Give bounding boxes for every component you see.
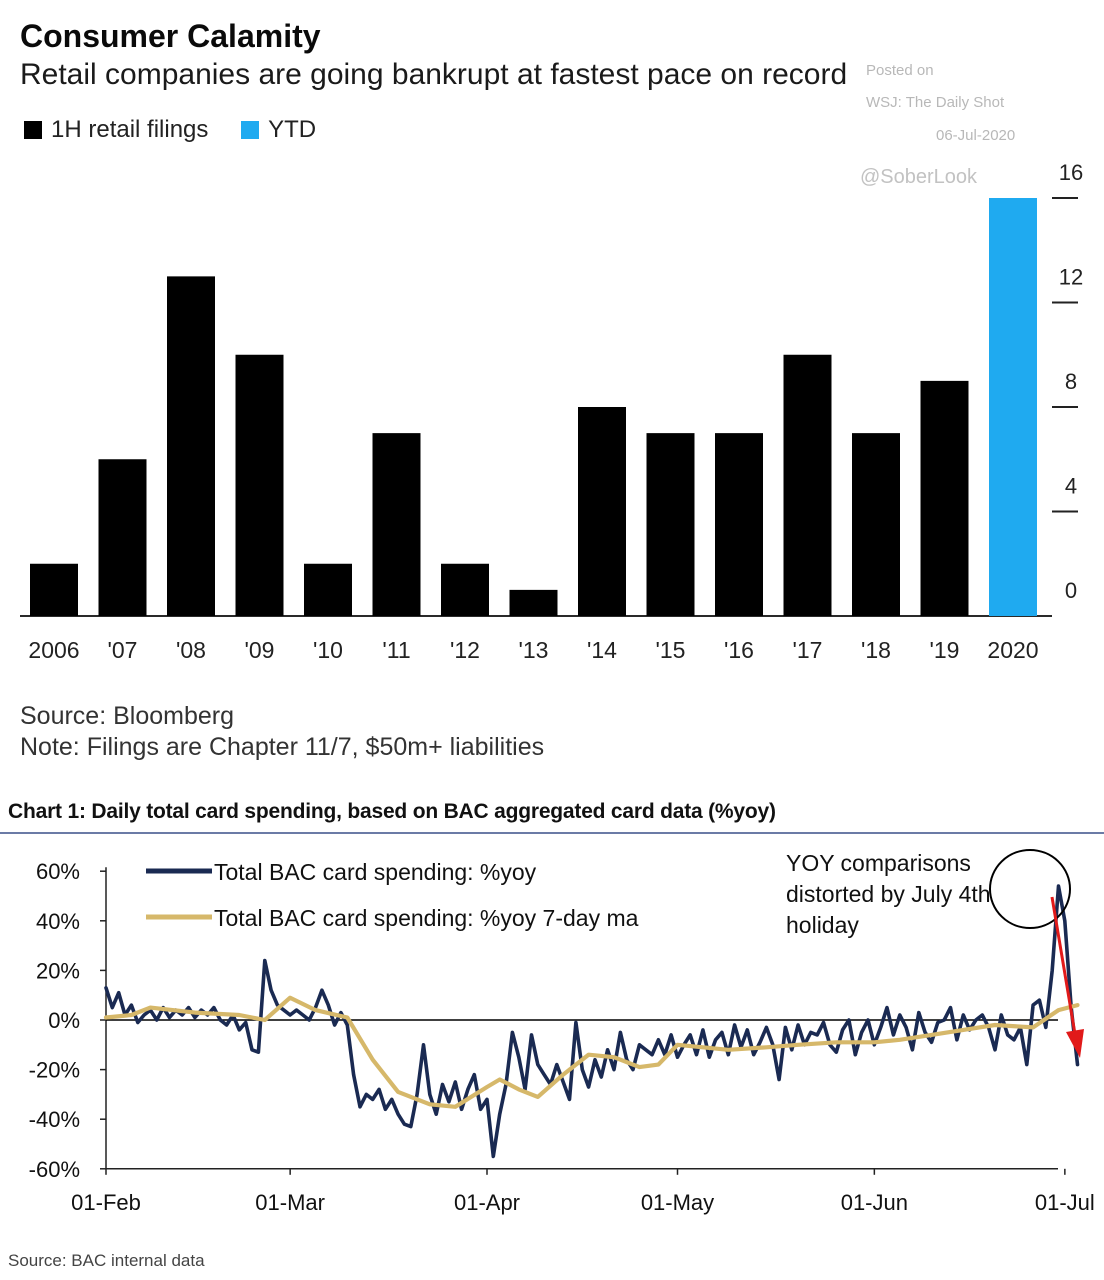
legend-swatch-filings (24, 121, 42, 139)
x-tick-label: '13 (519, 637, 549, 663)
source-note: Source: Bloomberg (20, 702, 235, 730)
legend-item-filings: 1H retail filings (24, 116, 208, 144)
legend-swatch-ytd (241, 121, 260, 139)
bar-filings (852, 433, 900, 616)
annotation-line-1: YOY comparisons (786, 850, 971, 876)
red-arrow-shaft (1050, 896, 1077, 1035)
y-tick-label: 16 (1059, 160, 1083, 185)
filing-note: Note: Filings are Chapter 11/7, $50m+ li… (20, 733, 545, 761)
x-tick-label: '14 (587, 637, 617, 663)
bar-filings (646, 433, 695, 616)
x-tick-label: '17 (793, 637, 823, 663)
legend-label-ytd: YTD (268, 116, 317, 143)
y-tick-label: 40% (36, 909, 80, 934)
y-tick-label: 0 (1065, 578, 1077, 603)
x-tick-label: '16 (724, 637, 754, 663)
legend: 1H retail filings YTD (24, 116, 342, 144)
y-tick-label: 8 (1065, 369, 1077, 394)
watermark-date: 06-Jul-2020 (936, 127, 1016, 144)
x-tick-label: '15 (656, 637, 686, 663)
watermark-wsj: WSJ: The Daily Shot (866, 94, 1005, 111)
x-tick-label: '08 (176, 637, 206, 663)
holiday-annotation: YOY comparisons distorted by July 4th ho… (786, 848, 1006, 941)
title-rule (0, 832, 1104, 834)
bar-filings (783, 354, 832, 616)
y-tick-label: 4 (1065, 474, 1077, 499)
y-tick-label: -60% (29, 1157, 80, 1182)
bottom-panel: Chart 1: Daily total card spending, base… (0, 786, 1104, 1280)
legend-label-ma: Total BAC card spending: %yoy 7-day ma (214, 905, 639, 931)
x-tick-label: '11 (382, 637, 410, 663)
x-tick-label: '07 (108, 637, 138, 663)
bar-filings (578, 407, 626, 616)
card-source-note: Source: BAC internal data (8, 1251, 205, 1270)
legend-item-ytd: YTD (241, 116, 316, 144)
bar-filings (441, 563, 489, 616)
y-tick-label: 60% (36, 859, 80, 884)
x-tick-label: 01-Mar (255, 1190, 325, 1215)
watermark-handle: @SoberLook (860, 166, 978, 188)
chart-subtitle: Retail companies are going bankrupt at f… (20, 58, 848, 91)
x-tick-label: '19 (930, 637, 960, 663)
series-line-ma (103, 995, 1080, 1109)
y-tick-label: 20% (36, 958, 80, 983)
x-tick-label: '18 (861, 637, 891, 663)
x-tick-label: 2020 (987, 637, 1038, 663)
x-tick-label: '10 (313, 637, 343, 663)
bar-filings (30, 563, 78, 616)
series-line-daily (104, 884, 1080, 1159)
legend-label-filings: 1H retail filings (51, 116, 209, 143)
chart-title: Consumer Calamity (20, 18, 321, 54)
x-tick-label: 01-Apr (454, 1190, 520, 1215)
x-tick-label: '12 (450, 637, 480, 663)
bar-filings (304, 563, 352, 616)
legend-label-daily: Total BAC card spending: %yoy (214, 859, 537, 885)
x-tick-label: 01-Jun (841, 1190, 908, 1215)
annotation-line-2: distorted by July 4th (786, 881, 991, 907)
red-arrow-head (1066, 1029, 1084, 1058)
line-chart: 60% 40% 20% 0% -20% -40% -60% 01-Feb 01-Mar 01-Ap… (29, 849, 1095, 1215)
bar-filings (235, 354, 284, 616)
watermark-posted: Posted on (866, 62, 934, 79)
x-tick-label: 01-Jul (1035, 1190, 1095, 1215)
y-tick-label: 12 (1059, 265, 1083, 290)
bar-filings (98, 459, 147, 616)
y-tick-label: 0% (48, 1008, 80, 1033)
bar-filings (715, 433, 763, 616)
bar-filings (509, 589, 558, 616)
x-tick-label: '09 (245, 637, 275, 663)
bar-filings (920, 380, 969, 616)
highlight-circle (989, 849, 1071, 929)
x-tick-label: 01-May (641, 1190, 714, 1215)
bar-ytd (989, 198, 1037, 616)
bar-filings (167, 276, 215, 616)
top-panel: Consumer Calamity Retail companies are g… (20, 18, 1084, 761)
card-chart-title: Chart 1: Daily total card spending, base… (8, 800, 776, 823)
bar-filings (372, 433, 421, 616)
y-tick-label: -20% (29, 1058, 80, 1083)
y-tick-label: -40% (29, 1107, 80, 1132)
annotation-line-3: holiday (786, 912, 859, 938)
bar-chart: 0 4 8 12 16 2006 '07 '08 '09 '10 '11 '12 '13 '14 '15 '1… (20, 160, 1083, 663)
x-tick-label: 2006 (28, 637, 79, 663)
x-tick-label: 01-Feb (71, 1190, 141, 1215)
